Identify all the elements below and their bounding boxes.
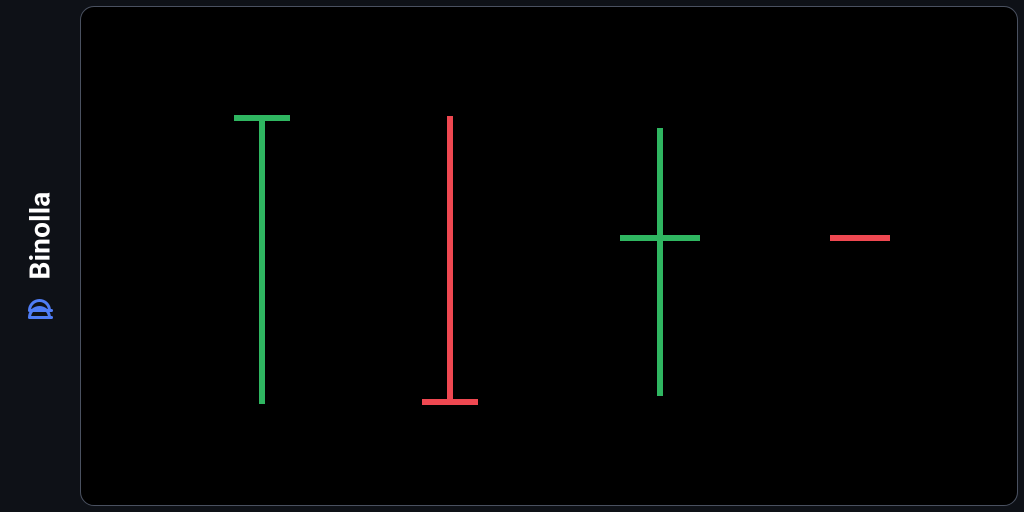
doji-candles-chart [0,0,1024,512]
stage: Binolla [0,0,1024,512]
candle-long-legged-doji [620,128,700,396]
candle-dragonfly-doji [422,116,478,404]
candle-gravestone-doji [234,116,290,404]
